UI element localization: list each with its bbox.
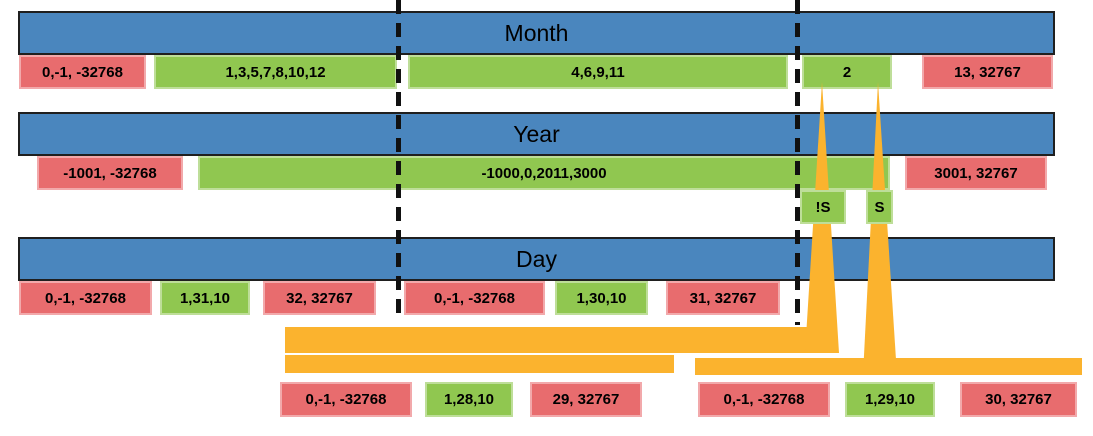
day-partition-box-valid: 1,30,10 (555, 281, 648, 315)
february-partition-box-invalid: 30, 32767 (960, 382, 1077, 417)
month-partition-box-invalid: 0,-1, -32768 (19, 55, 146, 89)
year-bar-label: Year (513, 120, 560, 147)
february-partition-box-invalid: 0,-1, -32768 (280, 382, 412, 417)
year-partition-box-invalid: 3001, 32767 (905, 156, 1047, 190)
month-partition-box-invalid: 13, 32767 (922, 55, 1053, 89)
february-partition-box-invalid: 0,-1, -32768 (698, 382, 830, 417)
month-partition-box-valid: 1,3,5,7,8,10,12 (154, 55, 397, 89)
day-bar-label: Day (516, 245, 557, 272)
day-partition-box-valid: 1,31,10 (160, 281, 250, 315)
month-bar: Month (18, 11, 1055, 55)
day-partition-box-invalid: 0,-1, -32768 (19, 281, 152, 315)
month-partition-box-valid: 4,6,9,11 (408, 55, 788, 89)
month-bar-label: Month (504, 19, 569, 46)
leap-flag-box-valid: !S (800, 190, 846, 224)
february-partition-box-valid: 1,28,10 (425, 382, 513, 417)
day-partition-box-invalid: 31, 32767 (666, 281, 780, 315)
leap-flag-box-valid: S (866, 190, 893, 224)
year-partition-box-invalid: -1001, -32768 (37, 156, 183, 190)
day-partition-box-invalid: 32, 32767 (263, 281, 376, 315)
february-partition-box-invalid: 29, 32767 (530, 382, 642, 417)
february-partition-box-valid: 1,29,10 (845, 382, 935, 417)
day-partition-box-invalid: 0,-1, -32768 (404, 281, 545, 315)
